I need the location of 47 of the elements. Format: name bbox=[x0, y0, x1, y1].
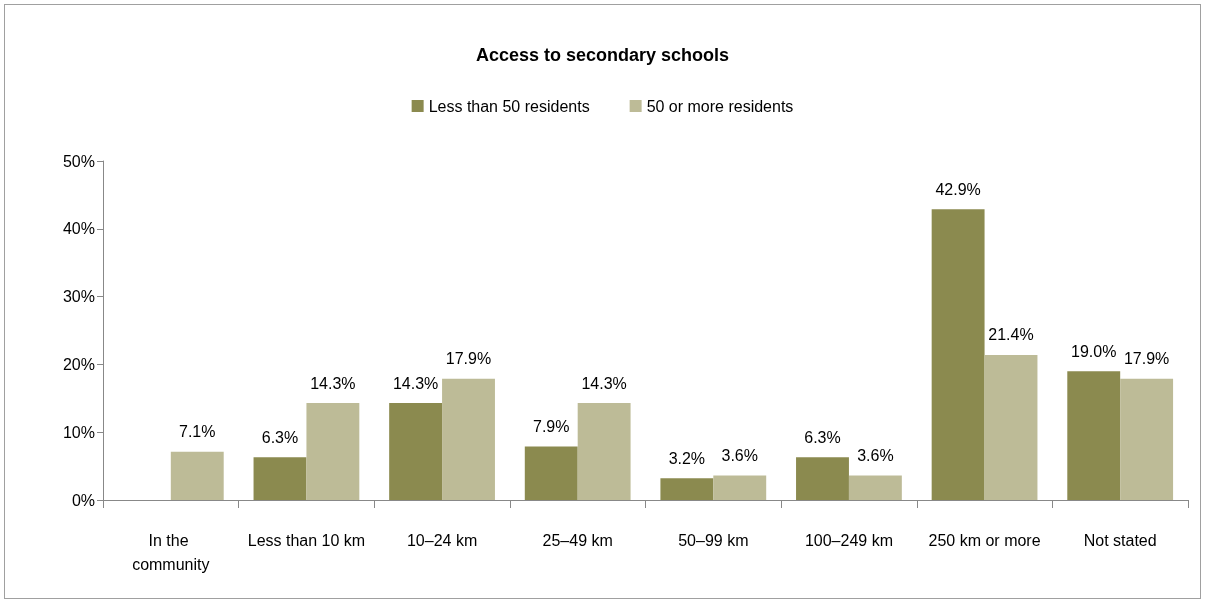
x-tick-label: 100–249 km bbox=[804, 531, 893, 549]
data-label: 19.0% bbox=[1071, 342, 1117, 360]
y-tick-label: 30% bbox=[62, 288, 95, 306]
y-tick-label: 40% bbox=[62, 220, 95, 238]
bar bbox=[524, 446, 578, 500]
data-label: 17.9% bbox=[445, 350, 492, 368]
bar bbox=[984, 354, 1038, 500]
bar bbox=[306, 403, 360, 500]
y-tick-label: 0% bbox=[71, 491, 95, 509]
data-label: 7.9% bbox=[533, 417, 570, 435]
bar bbox=[1120, 378, 1174, 500]
data-label: 14.3% bbox=[392, 374, 439, 392]
y-tick-label: 50% bbox=[62, 152, 95, 170]
bar bbox=[713, 475, 767, 500]
data-label: 6.3% bbox=[261, 428, 299, 446]
x-tick-label: Not stated bbox=[1083, 531, 1157, 549]
bar bbox=[848, 475, 902, 500]
data-label: 3.2% bbox=[668, 449, 706, 467]
x-tick-label: 250 km or more bbox=[928, 531, 1041, 549]
x-tick-label: 50–99 km bbox=[678, 531, 749, 549]
x-tick-label: Less than 10 km bbox=[247, 531, 366, 549]
x-tick-label: 25–49 km bbox=[542, 531, 613, 549]
data-label: 42.9% bbox=[935, 180, 981, 198]
bar bbox=[389, 403, 443, 500]
x-tick-label: In the community bbox=[132, 531, 210, 573]
chart-title: Access to secondary schools bbox=[475, 45, 730, 65]
data-label: 3.6% bbox=[857, 447, 894, 465]
data-label: 21.4% bbox=[988, 326, 1034, 344]
data-label: 14.3% bbox=[310, 374, 356, 392]
data-label: 7.1% bbox=[179, 423, 216, 441]
data-label: 6.3% bbox=[804, 428, 841, 446]
data-label: 17.9% bbox=[1123, 350, 1170, 368]
bar bbox=[577, 403, 631, 500]
data-label: 14.3% bbox=[581, 374, 627, 392]
bar bbox=[442, 378, 495, 500]
legend-label: 50 or more residents bbox=[646, 97, 794, 115]
data-label: 3.6% bbox=[721, 447, 758, 465]
bar bbox=[253, 457, 307, 500]
bar bbox=[931, 209, 985, 500]
bar bbox=[796, 457, 849, 500]
bar bbox=[660, 478, 714, 500]
legend-label: Less than 50 residents bbox=[428, 97, 590, 115]
x-tick-label: 10–24 km bbox=[406, 531, 478, 549]
bar bbox=[1067, 371, 1121, 500]
bar bbox=[170, 451, 224, 500]
y-tick-label: 10% bbox=[62, 423, 95, 441]
y-tick-label: 20% bbox=[62, 355, 95, 373]
